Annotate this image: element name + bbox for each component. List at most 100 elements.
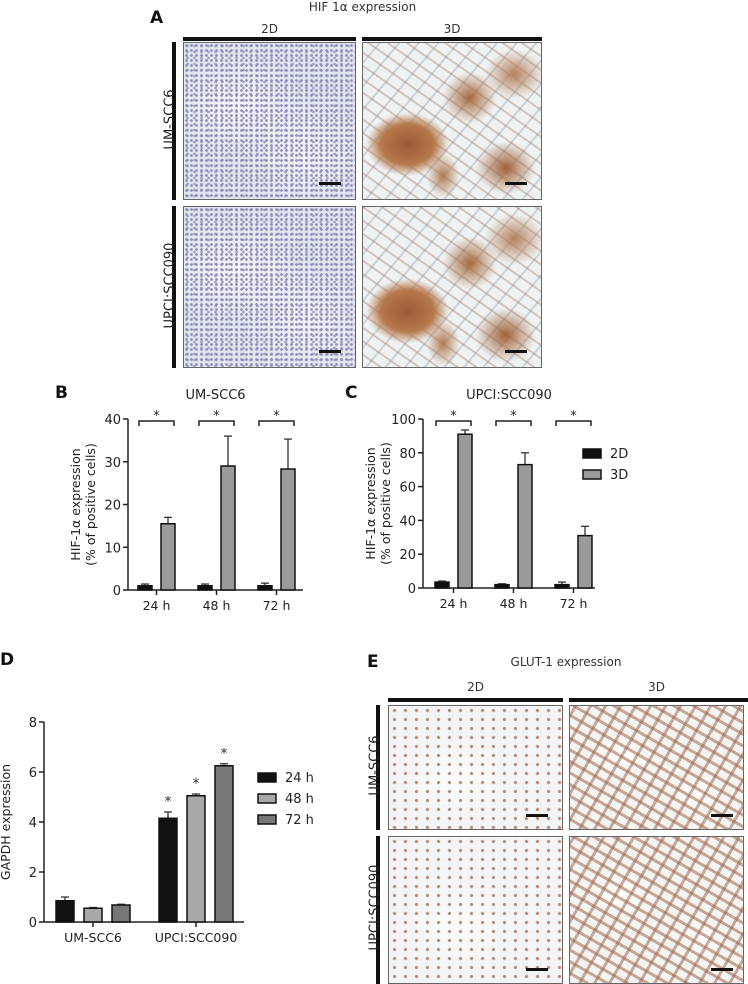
significance-bracket [555, 420, 592, 426]
significance-bracket [495, 420, 532, 426]
bar-72h [111, 904, 131, 923]
x-tick-label: 48 h [203, 598, 231, 613]
significance-star: * [570, 409, 577, 424]
bar-24h [158, 817, 178, 923]
bar-3D [160, 522, 176, 591]
chart-d: GAPDH expression 0 2 4 6 8 UM-SCC6 UPCI:SCC090 *… [0, 716, 314, 945]
micrograph-a-umscc6-2d [183, 42, 356, 200]
bar-2D [257, 584, 273, 591]
significance-star: * [273, 409, 280, 424]
bar-2D [434, 581, 450, 589]
y-tick-label: 30 [104, 456, 121, 471]
bar-3D [577, 534, 593, 589]
y-tick-label: 40 [104, 413, 121, 428]
micrograph-e-umscc6-2d [388, 705, 563, 830]
panel-a-label: A [150, 8, 164, 28]
x-tick-label: UPCI:SCC090 [155, 930, 238, 945]
y-tick-label: 4 [29, 816, 37, 831]
bar-3D [280, 468, 296, 591]
significance-bracket [138, 420, 175, 426]
bar-2D [197, 584, 213, 591]
micrograph-e-upci-2d [388, 836, 563, 984]
legend-swatch [582, 448, 602, 459]
bar-24h [55, 900, 75, 923]
scale-bar [505, 182, 527, 185]
significance-star: * [450, 409, 457, 424]
y-tick-label: 80 [399, 447, 416, 462]
legend-swatch [582, 469, 602, 480]
scale-bar [526, 814, 548, 817]
x-tick-label: 24 h [143, 598, 171, 613]
bar-48h [83, 907, 103, 923]
bar-2D [554, 583, 570, 589]
bar-3D [517, 463, 533, 589]
row-bar-2 [172, 206, 176, 368]
significance-star: * [153, 409, 160, 424]
bar-2D [137, 584, 153, 591]
micrograph-a-upci-3d [362, 206, 542, 368]
row-bar-1 [172, 42, 176, 200]
bar-2D [494, 583, 510, 589]
panel-e-row-2: UPCI:SCC090 [367, 864, 383, 951]
legend-swatch [257, 772, 277, 783]
legend-label: 2D [610, 447, 628, 462]
y-axis-label: GAPDH expression [0, 764, 13, 880]
significance-star: * [193, 776, 200, 792]
significance-star: * [221, 746, 228, 762]
y-tick-label: 20 [399, 548, 416, 563]
y-tick-label: 0 [113, 584, 121, 599]
bar-72h [214, 765, 234, 923]
significance-bracket [435, 420, 472, 426]
chart-title: UPCI:SCC090 [466, 388, 552, 403]
panel-a-col-2d: 2D [261, 22, 278, 36]
significance-star: * [165, 794, 172, 810]
legend-label: 48 h [285, 792, 314, 807]
y-axis-label: HIF-1α expression(% of positive cells) [68, 443, 98, 566]
panel-e-row-1: UM-SCC6 [367, 735, 383, 796]
y-tick-label: 100 [391, 413, 416, 428]
panel-c-label: C [345, 383, 358, 403]
panel-d-label: D [0, 650, 15, 670]
column-bar-3d [362, 37, 542, 41]
panel-a-row-1: UM-SCC6 [162, 89, 178, 150]
scale-bar [526, 968, 548, 971]
panel-b-label: B [55, 383, 68, 403]
panel-e-col-3d: 3D [648, 680, 665, 694]
panel-e-label: E [367, 652, 379, 672]
column-bar-3d [569, 698, 748, 702]
chart-title: UM-SCC6 [185, 388, 245, 403]
micrograph-e-umscc6-3d [569, 705, 744, 830]
x-tick-label: 24 h [440, 596, 468, 611]
y-tick-label: 2 [29, 866, 37, 881]
y-tick-label: 60 [399, 481, 416, 496]
chart-b: UM-SCC6 HIF-1α expression(% of positive c… [68, 388, 303, 613]
y-axis-label: HIF-1α expression(% of positive cells) [363, 442, 393, 565]
legend-swatch [257, 814, 277, 825]
legend-swatch [257, 793, 277, 804]
y-tick-label: 40 [399, 514, 416, 529]
x-tick-label: UM-SCC6 [64, 930, 122, 945]
column-bar-2d [183, 37, 356, 41]
panel-a-row-2: UPCI:SCC090 [162, 242, 178, 329]
significance-bracket [258, 420, 295, 426]
bar-48h [186, 795, 206, 923]
significance-star: * [510, 409, 517, 424]
panel-a-col-3d: 3D [443, 22, 461, 36]
scale-bar [711, 814, 733, 817]
micrograph-e-upci-3d [569, 836, 744, 984]
legend-label: 24 h [285, 771, 314, 786]
row-bar-2 [376, 836, 380, 984]
bar-3D [457, 433, 473, 589]
micrograph-a-umscc6-3d [362, 42, 542, 200]
row-bar-1 [376, 705, 380, 830]
y-tick-label: 0 [29, 916, 37, 931]
x-tick-label: 72 h [263, 598, 291, 613]
significance-bracket [198, 420, 235, 426]
y-tick-label: 0 [408, 582, 416, 597]
y-tick-label: 8 [29, 716, 37, 731]
panel-e-title: GLUT-1 expression [510, 655, 622, 669]
y-tick-label: 20 [104, 499, 121, 514]
scale-bar [505, 350, 527, 353]
significance-star: * [213, 409, 220, 424]
